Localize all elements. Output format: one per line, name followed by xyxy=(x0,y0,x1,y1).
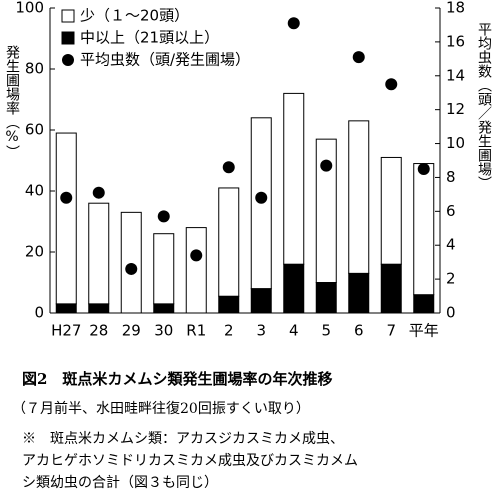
bar xyxy=(348,272,370,314)
point xyxy=(60,191,73,204)
legend-label: 中以上（21頭以上） xyxy=(80,29,219,47)
caption-subtitle: （７月前半、水田畦畔往復20回振すくい取り） xyxy=(12,401,310,417)
note: アカヒゲホソミドリカスミカメ成虫及びカスミカメム xyxy=(22,453,358,469)
y2-tick-label: 8 xyxy=(446,168,456,186)
bar xyxy=(413,163,435,296)
bar xyxy=(218,295,240,314)
x-tick-label: 7 xyxy=(386,322,396,340)
y2-tick-label: 0 xyxy=(446,304,456,322)
legend-label: 平均虫数（頭/発生圃場） xyxy=(80,51,250,69)
y2-tick-label: 16 xyxy=(446,32,465,50)
bar xyxy=(283,92,305,265)
point xyxy=(287,17,300,30)
bar xyxy=(55,132,77,305)
bar xyxy=(348,120,370,274)
note: シ類幼虫の合計（図３も同じ） xyxy=(22,475,218,491)
point xyxy=(352,51,365,64)
y-tick-label: 100 xyxy=(15,0,44,17)
y-tick-label: 60 xyxy=(25,121,44,139)
note: ※ 斑点米カメムシ類：アカスジカスミカメ成虫、 xyxy=(22,431,344,447)
y-tick-label: 20 xyxy=(25,243,44,261)
bar xyxy=(185,227,207,314)
x-tick-label: 6 xyxy=(354,322,364,340)
bar xyxy=(120,211,142,314)
point xyxy=(417,162,430,175)
y2-tick-label: 18 xyxy=(446,0,465,17)
point xyxy=(385,78,398,91)
x-tick-label: 29 xyxy=(122,322,141,340)
x-tick-label: 28 xyxy=(89,322,108,340)
x-tick-label: 平年 xyxy=(409,322,439,340)
y2-tick-label: 4 xyxy=(446,236,456,254)
y-tick-label: 40 xyxy=(25,182,44,200)
legend-symbol xyxy=(62,54,74,66)
point xyxy=(157,210,170,223)
bar xyxy=(55,303,77,314)
point xyxy=(125,262,138,275)
chart: 発生圃場率（%） 平均虫数（頭／発生圃場） 0 20 40 60 80 100 0 2 4 6 8 1… xyxy=(4,0,492,340)
x-tick-label: 3 xyxy=(256,322,266,340)
bar xyxy=(250,288,272,314)
bar xyxy=(413,294,435,314)
y-axis-label: 発生圃場率（%） xyxy=(4,45,20,159)
bar xyxy=(218,187,240,297)
bar xyxy=(153,303,175,314)
legend-symbol xyxy=(61,9,75,23)
y2-axis-label: 平均虫数（頭／発生圃場） xyxy=(476,22,492,190)
bar xyxy=(315,138,337,283)
bar xyxy=(88,303,110,314)
point xyxy=(222,161,235,174)
bar xyxy=(153,233,175,305)
y2-tick-label: 14 xyxy=(446,66,465,84)
bar xyxy=(88,202,110,305)
point xyxy=(320,159,333,172)
x-tick-label: 30 xyxy=(154,322,173,340)
bar xyxy=(315,282,337,314)
y-tick-label: 80 xyxy=(25,60,44,78)
y-tick-label: 0 xyxy=(34,304,44,322)
x-tick-label: 4 xyxy=(289,322,299,340)
x-tick-label: 5 xyxy=(321,322,331,340)
x-tick-label: R1 xyxy=(186,322,206,340)
x-tick-label: H27 xyxy=(51,322,81,340)
y2-tick-label: 10 xyxy=(446,134,465,152)
y2-tick-label: 2 xyxy=(446,270,456,288)
bar xyxy=(380,156,402,265)
caption-title: 図2 斑点米カメムシ類発生圃場率の年次推移 xyxy=(22,370,333,388)
legend-label: 少（１～20頭） xyxy=(80,7,189,25)
bar xyxy=(283,263,305,314)
bar xyxy=(380,263,402,314)
point xyxy=(255,191,268,204)
point xyxy=(190,249,203,262)
y2-tick-label: 6 xyxy=(446,202,456,220)
point xyxy=(92,186,105,199)
y2-tick-label: 12 xyxy=(446,100,465,118)
x-tick-label: 2 xyxy=(224,322,234,340)
legend-symbol xyxy=(61,31,75,45)
